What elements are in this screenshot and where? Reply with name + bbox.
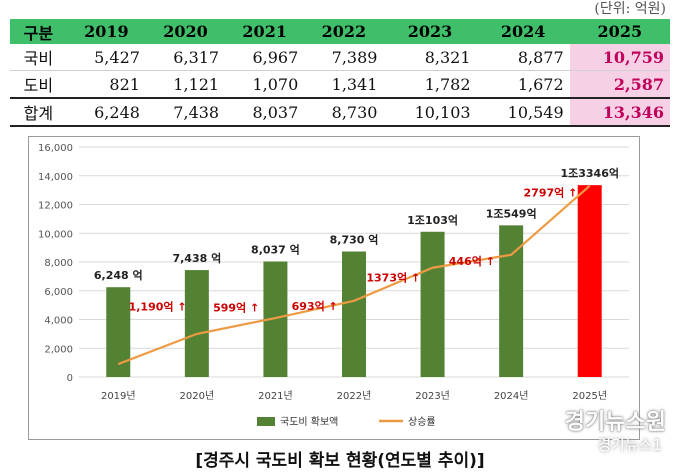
- table-cell: 8,877: [476, 44, 570, 71]
- x-tick-label: 2025년: [572, 390, 607, 402]
- header-cell: 2021: [225, 19, 305, 44]
- increase-label: 693억 ↑: [292, 300, 338, 313]
- budget-table: 구분 2019 2020 2021 2022 2023 2024 2025 국비…: [10, 19, 670, 127]
- figure-caption: [경주시 국도비 확보 현황(연도별 추이)]: [195, 451, 485, 471]
- table-cell-highlight: 2,587: [569, 70, 670, 99]
- bar-value-label: 6,248 억: [94, 269, 143, 282]
- x-tick-label: 2019년: [101, 390, 136, 402]
- y-tick-label: 4,000: [44, 316, 73, 327]
- x-tick-label: 2024년: [494, 390, 529, 402]
- header-cell: 2023: [383, 19, 477, 44]
- increase-label: 446억 ↑: [449, 255, 495, 268]
- increase-label: 599억 ↑: [213, 302, 259, 315]
- chart-svg: 0 2,000 4,000 6,000 8,000 10,000 12,000 14,000 1…: [38, 143, 629, 428]
- x-tick-label: 2021년: [258, 390, 293, 402]
- table-cell: 7,389: [304, 44, 384, 71]
- y-tick-label: 16,000: [38, 143, 73, 154]
- increase-label: 2797억 ↑: [524, 187, 578, 200]
- table-cell: 1,341: [304, 70, 384, 99]
- header-cell: 2022: [304, 19, 384, 44]
- legend-label-line: 상승률: [408, 416, 436, 428]
- y-tick-label: 8,000: [44, 258, 73, 269]
- table-cell: 1,121: [145, 70, 226, 99]
- bar: [184, 270, 209, 377]
- table-cell: 1,672: [476, 70, 570, 99]
- table-header-row: 구분 2019 2020 2021 2022 2023 2024 2025: [10, 19, 670, 44]
- increase-label: 1,190억 ↑: [129, 301, 187, 314]
- header-cell: 2019: [66, 19, 146, 44]
- increase-label: 1373억 ↑: [366, 271, 420, 284]
- table-cell: 10,103: [383, 97, 477, 127]
- watermark-sub: 경기뉴스1: [597, 436, 662, 454]
- y-tick-label: 12,000: [38, 201, 73, 212]
- table-cell: 8,730: [304, 97, 384, 127]
- header-cell: 2024: [476, 19, 570, 44]
- y-tick-label: 10,000: [38, 229, 73, 240]
- bar: [577, 185, 602, 377]
- bar-value-label: 1조549억: [486, 207, 537, 220]
- bar-value-label: 1조3346억: [560, 167, 619, 180]
- table-cell: 7,438: [145, 97, 226, 127]
- table-cell: 6,967: [225, 44, 305, 71]
- y-tick-label: 2,000: [44, 344, 73, 355]
- bar-value-label: 8,037 억: [251, 243, 300, 256]
- table-cell: 1,782: [383, 70, 477, 99]
- row-label: 도비: [10, 70, 67, 99]
- table-row-total: 합계 6,248 7,438 8,037 8,730 10,103 10,549…: [10, 97, 670, 127]
- table-cell-highlight: 10,759: [569, 44, 670, 71]
- row-label: 국비: [10, 44, 67, 71]
- bar-value-label: 7,438 억: [172, 252, 221, 265]
- watermark-logo: 경기뉴스원: [564, 410, 666, 435]
- table-cell: 5,427: [66, 44, 146, 71]
- y-tick-label: 14,000: [38, 172, 73, 183]
- unit-label: (단위: 억원): [594, 1, 666, 17]
- bar: [342, 251, 366, 377]
- chart-container: 0 2,000 4,000 6,000 8,000 10,000 12,000 14,000 1…: [28, 136, 640, 440]
- bar: [420, 231, 445, 377]
- legend-label-bar: 국도비 확보액: [280, 416, 338, 428]
- table-cell: 8,321: [383, 44, 477, 71]
- bar: [106, 287, 131, 377]
- y-tick-label: 6,000: [44, 287, 73, 298]
- legend-swatch-bar: [257, 417, 275, 426]
- table-cell: 821: [66, 70, 146, 99]
- bar-value-label: 1조103억: [407, 214, 458, 227]
- table-cell-highlight: 13,346: [569, 97, 670, 127]
- x-tick-label: 2022년: [337, 390, 372, 402]
- header-cell: 구분: [10, 19, 67, 44]
- trend-line: [117, 184, 591, 366]
- row-label: 합계: [10, 97, 67, 127]
- y-tick-label: 0: [67, 373, 73, 384]
- table-cell: 6,317: [145, 44, 226, 71]
- x-tick-label: 2023년: [415, 390, 450, 402]
- bar-value-label: 8,730 억: [330, 234, 379, 247]
- header-cell: 2025: [569, 19, 670, 44]
- x-tick-label: 2020년: [180, 390, 215, 402]
- table-cell: 6,248: [66, 97, 146, 127]
- table-row: 도비 821 1,121 1,070 1,341 1,782 1,672 2,5…: [10, 70, 670, 99]
- table-cell: 8,037: [225, 97, 305, 127]
- table-cell: 1,070: [225, 70, 305, 99]
- header-cell: 2020: [145, 19, 226, 44]
- table-row: 국비 5,427 6,317 6,967 7,389 8,321 8,877 1…: [10, 44, 670, 71]
- table-cell: 10,549: [476, 97, 570, 127]
- bar: [499, 225, 524, 377]
